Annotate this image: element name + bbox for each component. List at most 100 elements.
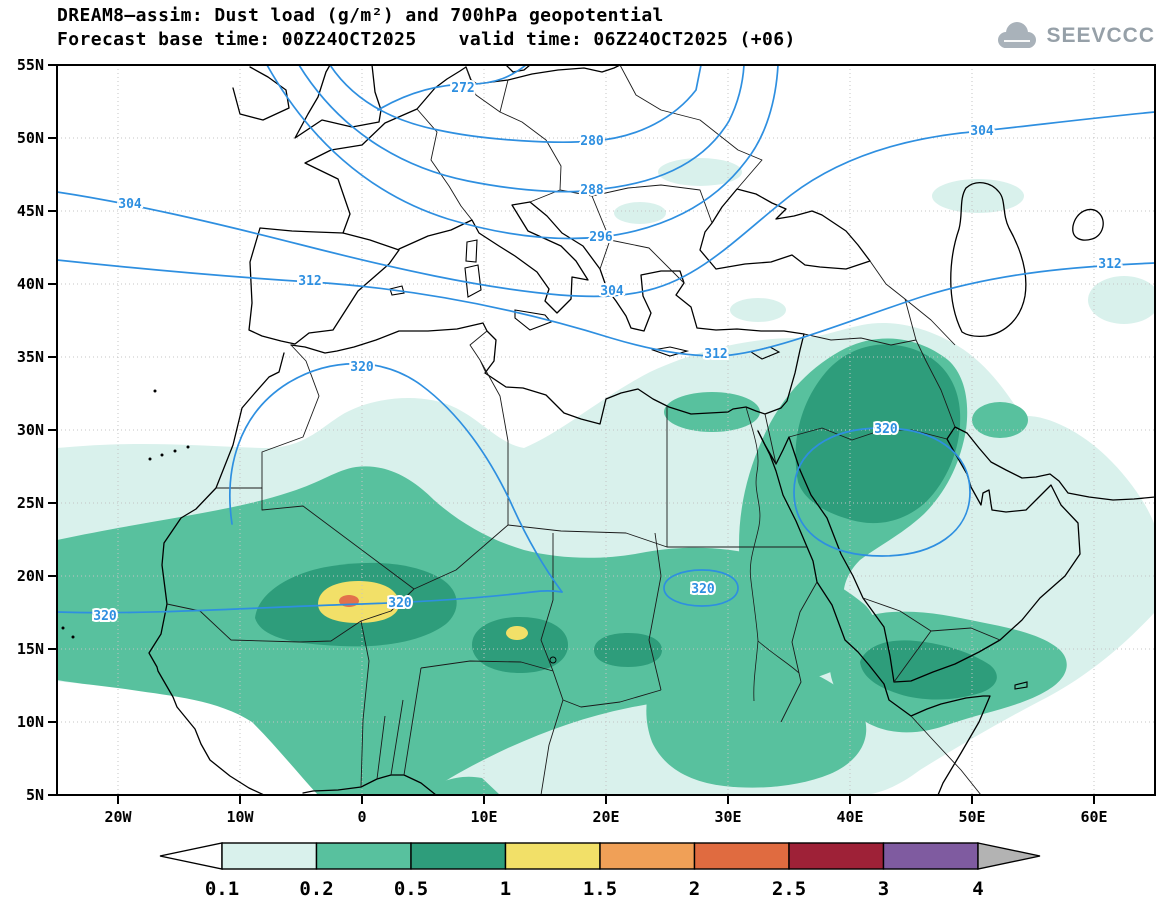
y-tick-label: 40N <box>17 275 44 293</box>
coastline-aral <box>1072 208 1104 241</box>
contour-label: 320 <box>691 582 715 597</box>
contour-label: 288 <box>580 183 604 198</box>
coastline-britain <box>294 65 382 139</box>
chart-subtitle: Forecast base time: 00Z24OCT2025 valid ti… <box>57 29 796 50</box>
coastline-west-africa <box>148 352 285 795</box>
contour-296 <box>266 65 779 240</box>
contour-label: 304 <box>118 197 142 212</box>
lake-chad <box>549 656 557 664</box>
colorbar-label: 0.5 <box>394 878 428 900</box>
contour-label: 320 <box>93 609 117 624</box>
contour-labels: 272 280 288 296 304 304 304 312 312 312 320 320 320 3… <box>91 79 1123 626</box>
coastline-italy <box>398 201 589 314</box>
coastline-adriatic-greece <box>529 201 805 335</box>
geopotential-contours <box>57 65 1155 614</box>
contour-label: 272 <box>451 81 474 96</box>
contour-label: 280 <box>580 134 604 149</box>
y-tick-label: 45N <box>17 202 44 220</box>
forecast-base-time: Forecast base time: 00Z24OCT2025 <box>57 29 417 50</box>
contour-label: 312 <box>298 274 321 289</box>
coastline-iberia <box>248 227 400 345</box>
contour-label: 320 <box>388 596 412 611</box>
colorbar-label: 4 <box>972 878 983 900</box>
colorbar-label: 1.5 <box>583 878 617 900</box>
colorbar-cell <box>599 842 696 870</box>
y-tick-label: 30N <box>17 421 44 439</box>
colorbar-label: 0.2 <box>299 878 333 900</box>
contour-label: 296 <box>589 230 613 245</box>
y-tick-label: 15N <box>17 640 44 658</box>
coastline-france-west <box>304 66 467 234</box>
contour-272 <box>377 65 527 111</box>
contour-label: 304 <box>970 124 994 139</box>
x-tick-label: 10W <box>226 808 254 826</box>
y-tick-label: 35N <box>17 348 44 366</box>
y-tick-label: 55N <box>17 56 44 74</box>
cloud-icon <box>998 22 1037 48</box>
colorbar-label: 1 <box>500 878 511 900</box>
y-tick-label: 25N <box>17 494 44 512</box>
colorbar-cell <box>788 842 885 870</box>
colorbar-cell <box>315 842 412 870</box>
x-tick-label: 10E <box>470 808 497 826</box>
colorbar-cell <box>504 842 601 870</box>
colorbar-cell <box>410 842 507 870</box>
islands <box>389 239 1028 690</box>
colorbar-label: 2.5 <box>772 878 806 900</box>
coastline-black-sea <box>699 188 871 270</box>
latlon-gridlines <box>57 65 1155 795</box>
contour-312 <box>57 259 1155 357</box>
y-tick-label: 10N <box>17 713 44 731</box>
coastlines-and-borders <box>61 65 1155 795</box>
y-tick-label: 20N <box>17 567 44 585</box>
y-tick-label: 50N <box>17 129 44 147</box>
small-islands <box>61 389 190 639</box>
x-tick-label: 40E <box>836 808 863 826</box>
contour-288 <box>298 65 745 193</box>
contour-304 <box>57 111 1155 298</box>
colorbar-cell <box>693 842 790 870</box>
valid-time-label: valid time: 06Z24OCT2025 (+06) <box>458 29 796 50</box>
axes: 20W 10W 0 10E 20E 30E 40E 50E 60E 55N 50N 45N 40N 35N… <box>17 56 1108 826</box>
contour-320-sahel <box>57 590 563 614</box>
x-tick-label: 20W <box>104 808 132 826</box>
colorbar-label: 2 <box>689 878 700 900</box>
x-tick-label: 30E <box>714 808 741 826</box>
coastline-baltic <box>465 65 621 85</box>
coastline-caspian-sea <box>950 182 1027 338</box>
dust-load-colorbar: 0.1 0.2 0.5 1 1.5 2 2.5 3 4 <box>159 842 1041 900</box>
country-borders <box>166 65 1001 795</box>
x-tick-label: 50E <box>958 808 985 826</box>
colorbar-above-arrow <box>977 842 1041 870</box>
contour-label: 320 <box>874 422 898 437</box>
coastline-iran-gulf <box>954 426 1155 501</box>
x-tick-label: 0 <box>357 808 366 826</box>
contour-320-arabia-loop <box>793 427 971 557</box>
colorbar-below-arrow <box>159 842 223 870</box>
colorbar-cell <box>221 842 318 870</box>
contour-280 <box>329 65 702 143</box>
coastline-levant-north-africa <box>290 322 805 425</box>
contour-label: 312 <box>704 347 727 362</box>
coastline-arabia <box>757 426 1081 683</box>
contour-320-sudan-loop <box>663 569 739 607</box>
colorbar-label: 0.1 <box>205 878 239 900</box>
coastline-ireland <box>232 66 290 121</box>
seevccc-logo: SEEVCCC <box>994 20 1155 52</box>
chart-title: DREAM8—assim: Dust load (g/m²) and 700hP… <box>57 5 664 26</box>
logo-text: SEEVCCC <box>1046 24 1155 47</box>
contour-320-hook <box>229 362 563 593</box>
x-tick-label: 60E <box>1080 808 1107 826</box>
colorbar-label: 3 <box>878 878 889 900</box>
contour-label: 320 <box>350 360 374 375</box>
colorbar-cell <box>882 842 979 870</box>
y-tick-label: 5N <box>26 786 44 804</box>
contour-label: 304 <box>600 284 624 299</box>
contour-label: 312 <box>1098 257 1121 272</box>
river-nile <box>745 406 800 702</box>
dust-load-shading <box>57 158 1155 795</box>
coastline-red-sea-africa-horn <box>757 430 991 795</box>
x-tick-label: 20E <box>592 808 619 826</box>
